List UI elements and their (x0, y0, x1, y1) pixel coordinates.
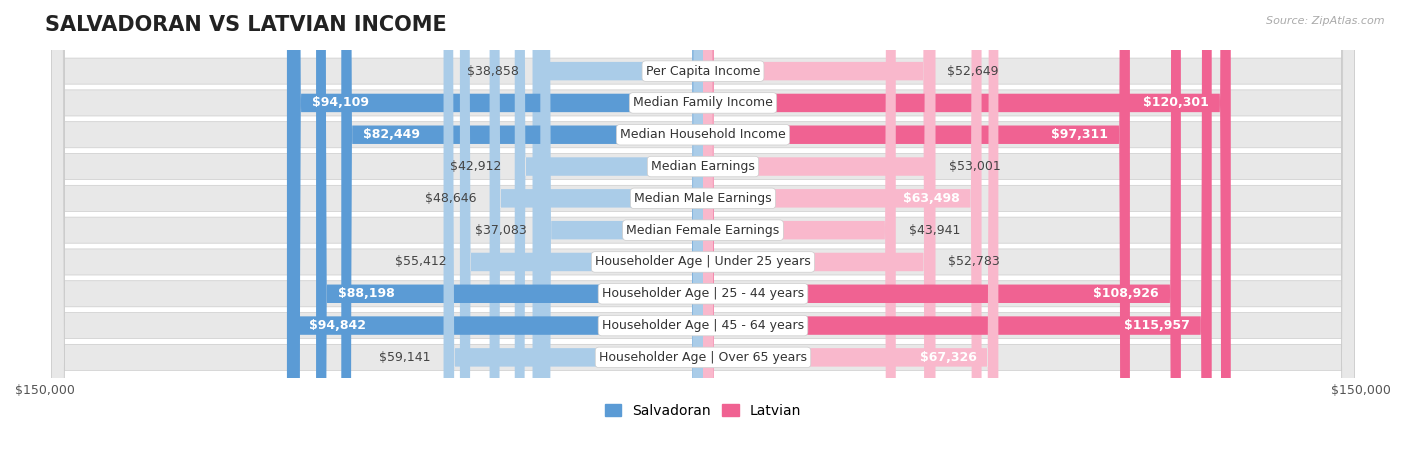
Text: $63,498: $63,498 (903, 192, 960, 205)
FancyBboxPatch shape (52, 0, 1354, 467)
FancyBboxPatch shape (540, 0, 703, 467)
FancyBboxPatch shape (52, 0, 1354, 467)
FancyBboxPatch shape (515, 0, 703, 467)
FancyBboxPatch shape (460, 0, 703, 467)
FancyBboxPatch shape (52, 0, 1354, 467)
Text: Householder Age | 45 - 64 years: Householder Age | 45 - 64 years (602, 319, 804, 332)
FancyBboxPatch shape (703, 0, 981, 467)
Text: SALVADORAN VS LATVIAN INCOME: SALVADORAN VS LATVIAN INCOME (45, 15, 447, 35)
Text: Median Earnings: Median Earnings (651, 160, 755, 173)
FancyBboxPatch shape (52, 0, 1354, 467)
FancyBboxPatch shape (290, 0, 703, 467)
FancyBboxPatch shape (52, 0, 1354, 467)
Text: $48,646: $48,646 (425, 192, 477, 205)
Text: Source: ZipAtlas.com: Source: ZipAtlas.com (1267, 16, 1385, 26)
FancyBboxPatch shape (703, 0, 935, 467)
FancyBboxPatch shape (342, 0, 703, 467)
Text: $42,912: $42,912 (450, 160, 502, 173)
Text: $88,198: $88,198 (337, 287, 395, 300)
Text: $53,001: $53,001 (949, 160, 1001, 173)
Legend: Salvadoran, Latvian: Salvadoran, Latvian (599, 398, 807, 424)
Text: Householder Age | 25 - 44 years: Householder Age | 25 - 44 years (602, 287, 804, 300)
Text: Median Family Income: Median Family Income (633, 96, 773, 109)
FancyBboxPatch shape (703, 0, 896, 467)
Text: $108,926: $108,926 (1094, 287, 1159, 300)
FancyBboxPatch shape (52, 0, 1354, 467)
Text: $55,412: $55,412 (395, 255, 447, 269)
Text: $38,858: $38,858 (467, 64, 519, 78)
FancyBboxPatch shape (316, 0, 703, 467)
Text: $43,941: $43,941 (908, 224, 960, 237)
Text: $37,083: $37,083 (475, 224, 527, 237)
Text: $82,449: $82,449 (363, 128, 420, 141)
Text: Median Female Earnings: Median Female Earnings (627, 224, 779, 237)
Text: $59,141: $59,141 (378, 351, 430, 364)
FancyBboxPatch shape (443, 0, 703, 467)
FancyBboxPatch shape (287, 0, 703, 467)
Text: Householder Age | Over 65 years: Householder Age | Over 65 years (599, 351, 807, 364)
FancyBboxPatch shape (703, 0, 998, 467)
Text: $97,311: $97,311 (1050, 128, 1108, 141)
Text: Median Male Earnings: Median Male Earnings (634, 192, 772, 205)
FancyBboxPatch shape (489, 0, 703, 467)
Text: $94,109: $94,109 (312, 96, 368, 109)
Text: Householder Age | Under 25 years: Householder Age | Under 25 years (595, 255, 811, 269)
Text: Per Capita Income: Per Capita Income (645, 64, 761, 78)
Text: $67,326: $67,326 (920, 351, 976, 364)
Text: $52,783: $52,783 (948, 255, 1000, 269)
FancyBboxPatch shape (52, 0, 1354, 467)
FancyBboxPatch shape (703, 0, 1181, 467)
FancyBboxPatch shape (703, 0, 1212, 467)
Text: $94,842: $94,842 (309, 319, 366, 332)
FancyBboxPatch shape (703, 0, 1130, 467)
FancyBboxPatch shape (52, 0, 1354, 467)
Text: $115,957: $115,957 (1123, 319, 1189, 332)
Text: $120,301: $120,301 (1143, 96, 1209, 109)
FancyBboxPatch shape (703, 0, 1230, 467)
FancyBboxPatch shape (52, 0, 1354, 467)
Text: $52,649: $52,649 (948, 64, 998, 78)
FancyBboxPatch shape (703, 0, 934, 467)
FancyBboxPatch shape (703, 0, 935, 467)
FancyBboxPatch shape (533, 0, 703, 467)
FancyBboxPatch shape (52, 0, 1354, 467)
Text: Median Household Income: Median Household Income (620, 128, 786, 141)
